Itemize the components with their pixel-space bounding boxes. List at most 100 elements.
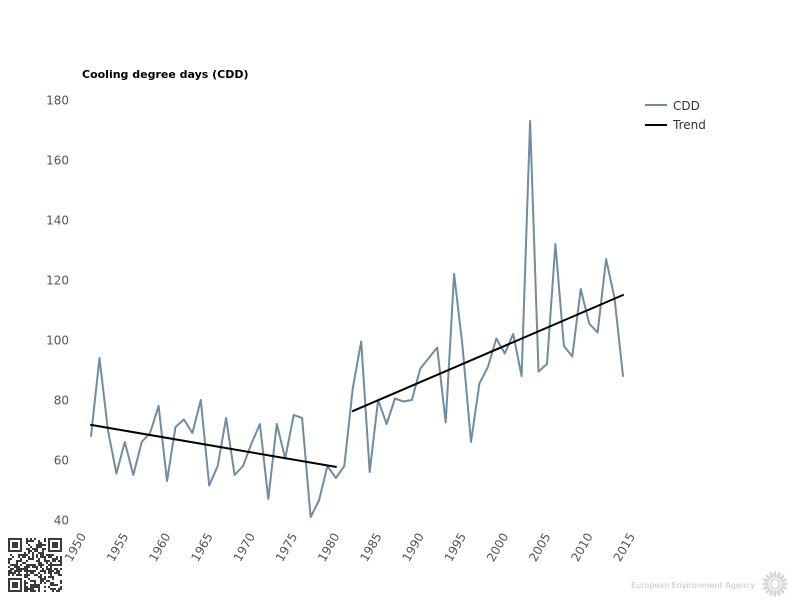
- eea-logo-ray: [780, 585, 788, 590]
- y-tick-label: 120: [46, 274, 69, 288]
- cdd-point: [359, 340, 363, 344]
- cdd-point: [621, 374, 625, 378]
- cdd-point: [553, 242, 557, 246]
- qr-code: [7, 537, 63, 593]
- x-tick-label: 2015: [611, 531, 638, 564]
- eea-logo-ray: [765, 574, 772, 581]
- eea-logo-ray: [773, 570, 777, 579]
- cdd-point: [410, 398, 414, 402]
- eea-logo-ray: [780, 578, 788, 583]
- footer-agency-name: European Environment Agency: [631, 581, 755, 590]
- cdd-point: [494, 337, 498, 341]
- cdd-point: [182, 418, 186, 422]
- cdd-point: [545, 362, 549, 366]
- x-tick-label: 2000: [484, 531, 511, 564]
- y-tick-label: 60: [54, 454, 69, 468]
- cdd-point: [570, 355, 574, 359]
- cdd-point: [511, 332, 515, 336]
- cdd-point: [469, 440, 473, 444]
- legend: CDD Trend: [645, 99, 706, 132]
- cdd-point: [334, 476, 338, 480]
- x-tick-label: 1975: [273, 531, 300, 564]
- cdd-point: [444, 421, 448, 425]
- cdd-point: [461, 344, 465, 348]
- cdd-point: [250, 442, 254, 446]
- cdd-point: [98, 356, 102, 360]
- cdd-series-line: [90, 120, 624, 518]
- cdd-point: [452, 272, 456, 276]
- qr-code-modules: [8, 538, 62, 592]
- x-tick-label: 1995: [442, 531, 469, 564]
- cdd-point: [241, 464, 245, 468]
- x-tick-label: 1965: [188, 531, 215, 564]
- y-tick-label: 40: [54, 514, 69, 528]
- y-tick-label: 80: [54, 394, 69, 408]
- cdd-point: [596, 331, 600, 335]
- trend-line-segment: [90, 423, 337, 468]
- cdd-point: [587, 322, 591, 326]
- cdd-point: [435, 346, 439, 350]
- cdd-point: [275, 422, 279, 426]
- cdd-point: [342, 464, 346, 468]
- x-tick-label: 2010: [568, 531, 595, 564]
- y-tick-label: 180: [46, 94, 69, 108]
- eea-logo-ray: [773, 589, 777, 598]
- cdd-point: [486, 365, 490, 369]
- cdd-point: [520, 374, 524, 378]
- eea-logo-core: [769, 578, 781, 590]
- eea-logo-ray: [776, 589, 781, 597]
- y-tick-label: 160: [46, 154, 69, 168]
- cdd-point: [368, 470, 372, 474]
- eea-logo-ray: [762, 585, 770, 590]
- cdd-point: [418, 367, 422, 371]
- eea-logo-ray: [769, 571, 774, 579]
- cdd-point: [266, 497, 270, 501]
- x-tick-label: 1980: [315, 531, 342, 564]
- cdd-point: [157, 404, 161, 408]
- cdd-point: [351, 386, 355, 390]
- cdd-point: [401, 400, 405, 404]
- x-tick-label: 1960: [146, 531, 173, 564]
- eea-logo-ray: [776, 571, 781, 579]
- plot-area: [89, 119, 625, 518]
- x-tick-label: 1970: [231, 531, 258, 564]
- cdd-point: [89, 434, 93, 438]
- cdd-point: [190, 431, 194, 435]
- cdd-point: [477, 382, 481, 386]
- x-tick-label: 2005: [526, 531, 553, 564]
- cdd-point: [199, 398, 203, 402]
- cdd-point: [114, 472, 118, 476]
- cdd-point: [165, 479, 169, 483]
- x-tick-label: 1955: [104, 531, 131, 564]
- cdd-point: [393, 397, 397, 401]
- cdd-point: [427, 356, 431, 360]
- cdd-point: [528, 119, 532, 123]
- y-axis: 40 60 80 100 120 140 160 180: [46, 94, 69, 528]
- cdd-point: [604, 257, 608, 261]
- cdd-point: [131, 473, 135, 477]
- eea-logo-ray: [761, 582, 770, 586]
- eea-logo-ray: [765, 587, 772, 594]
- legend-label-trend: Trend: [672, 118, 706, 132]
- cdd-point: [233, 473, 237, 477]
- cdd-point: [216, 464, 220, 468]
- cdd-point: [537, 370, 541, 374]
- cdd-point: [292, 413, 296, 417]
- cdd-point: [503, 352, 507, 356]
- cdd-point: [385, 422, 389, 426]
- eea-logo-ray: [780, 582, 789, 586]
- y-tick-label: 100: [46, 334, 69, 348]
- cdd-point: [300, 416, 304, 420]
- y-tick-label: 140: [46, 214, 69, 228]
- cdd-point: [562, 344, 566, 348]
- cdd-point: [174, 425, 178, 429]
- legend-label-cdd: CDD: [673, 99, 700, 113]
- eea-logo-ray: [762, 578, 770, 583]
- cdd-point: [258, 422, 262, 426]
- cdd-point: [207, 484, 211, 488]
- eea-logo-ray: [778, 574, 785, 581]
- eea-logo-ray: [769, 589, 774, 597]
- cdd-point: [317, 499, 321, 503]
